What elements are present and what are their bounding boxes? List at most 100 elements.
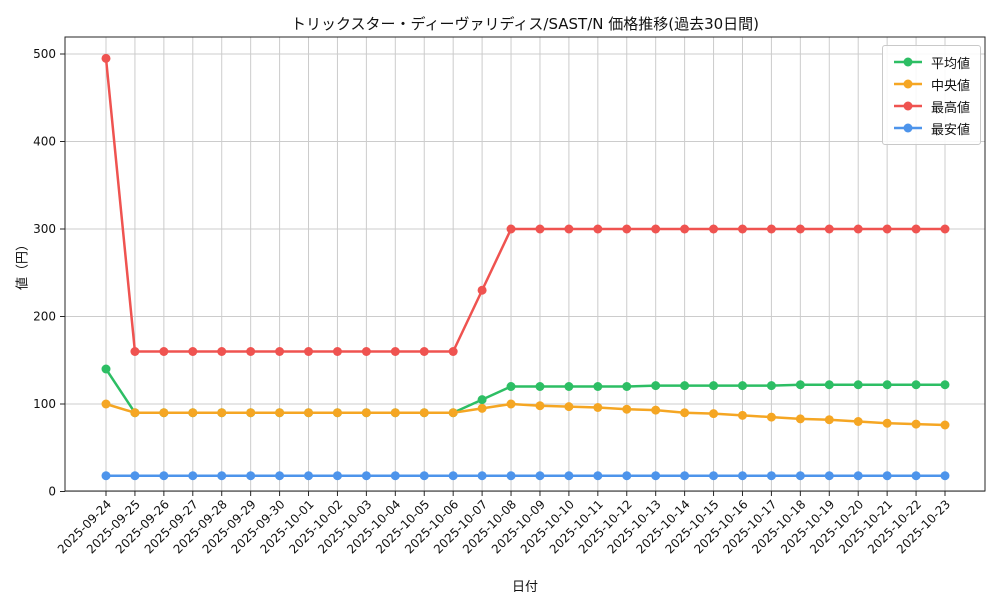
series-point-max (159, 347, 169, 356)
series-point-median (130, 408, 140, 418)
series-point-min (593, 471, 603, 481)
series-point-average (564, 382, 574, 391)
series-point-median (795, 414, 805, 424)
series-point-max (361, 347, 371, 356)
series-point-median (911, 419, 921, 429)
series-point-max (448, 347, 458, 356)
series-point-max (304, 347, 314, 356)
series-point-average (709, 381, 719, 391)
series-line-median (104, 402, 947, 427)
series-point-min (824, 471, 834, 481)
series-point-average (680, 381, 690, 391)
series-point-median (304, 408, 314, 418)
series-point-median (622, 404, 632, 414)
legend-label-min: 最安値 (930, 122, 970, 138)
series-point-median (535, 401, 545, 411)
legend-item-max: 最高値 (892, 97, 970, 116)
series-point-median (188, 408, 198, 418)
series-point-median (680, 408, 690, 418)
series-point-max (390, 347, 400, 356)
series-point-median (824, 415, 834, 425)
y-tick-label: 500 (33, 47, 56, 61)
series-point-average (795, 380, 805, 390)
series-point-max (882, 224, 892, 234)
series-point-median (737, 410, 747, 420)
series-point-min (159, 471, 169, 481)
series-point-max (332, 347, 342, 356)
series-point-min (304, 471, 314, 481)
y-tick-label: 200 (33, 310, 56, 324)
series-point-min (680, 471, 690, 481)
series-line-max (104, 57, 947, 353)
series-point-min (622, 471, 632, 481)
chart-title: トリックスター・ディーヴァリディス/SAST/N 価格推移(過去30日間) (290, 15, 760, 33)
series-point-min (535, 471, 545, 481)
legend-marker-median (893, 79, 922, 89)
series-point-average (506, 382, 516, 391)
series-point-median (101, 399, 111, 409)
series-point-average (824, 380, 834, 390)
series-point-min (853, 471, 863, 481)
series-point-median (651, 405, 661, 415)
series-point-average (766, 381, 776, 391)
series-point-median (275, 408, 285, 418)
series-point-average (940, 380, 950, 390)
series-point-median (593, 403, 603, 412)
legend-item-average: 平均値 (892, 53, 970, 72)
series-point-average (535, 382, 545, 391)
series-point-min (940, 471, 950, 481)
series-point-median (419, 408, 429, 418)
y-tick-label: 0 (48, 485, 56, 499)
series-point-max (535, 224, 545, 234)
series-point-average (853, 380, 863, 390)
series-point-average (101, 364, 111, 374)
legend-marker-average (893, 57, 922, 67)
y-tick-label: 400 (33, 135, 56, 149)
series-point-min (217, 471, 227, 481)
series-point-average (622, 382, 632, 391)
series-point-max (101, 53, 111, 63)
series-point-median (217, 408, 227, 418)
series-point-min (275, 471, 285, 481)
legend-label-median: 中央値 (930, 78, 970, 94)
series-point-min (766, 471, 776, 481)
series-point-median (766, 412, 776, 422)
y-axis-label: 値（円） (15, 237, 31, 291)
series-point-min (130, 471, 140, 481)
series-point-median (361, 408, 371, 418)
y-tick-label: 100 (33, 397, 56, 411)
series-point-max (737, 224, 747, 234)
series-point-max (506, 224, 516, 234)
series-point-median (448, 408, 458, 418)
series-point-average (737, 381, 747, 391)
series-point-median (853, 417, 863, 426)
series-point-max (680, 224, 690, 234)
series-point-average (882, 380, 892, 390)
legend-label-max: 最高値 (930, 100, 970, 116)
x-axis-label: 日付 (511, 580, 538, 595)
series-point-min (246, 471, 256, 481)
series-point-max (853, 224, 863, 234)
series-point-min (911, 471, 921, 481)
legend-label-average: 平均値 (930, 56, 970, 72)
series-point-median (246, 408, 256, 418)
series-point-min (709, 471, 719, 481)
plot-border (64, 36, 986, 492)
series-point-min (477, 471, 487, 481)
series-point-min (506, 471, 516, 481)
series-point-max (419, 347, 429, 356)
series-point-max (130, 347, 140, 356)
series-point-min (101, 471, 111, 481)
series-point-min (737, 471, 747, 481)
series-line-average (104, 367, 947, 414)
series-point-median (882, 418, 892, 428)
legend: 平均値中央値最高値最安値 (881, 45, 981, 145)
series-point-median (709, 409, 719, 419)
series-point-max (217, 347, 227, 356)
series-point-min (448, 471, 458, 481)
series-point-min (188, 471, 198, 481)
series-point-max (477, 285, 487, 295)
series-point-min (651, 471, 661, 481)
